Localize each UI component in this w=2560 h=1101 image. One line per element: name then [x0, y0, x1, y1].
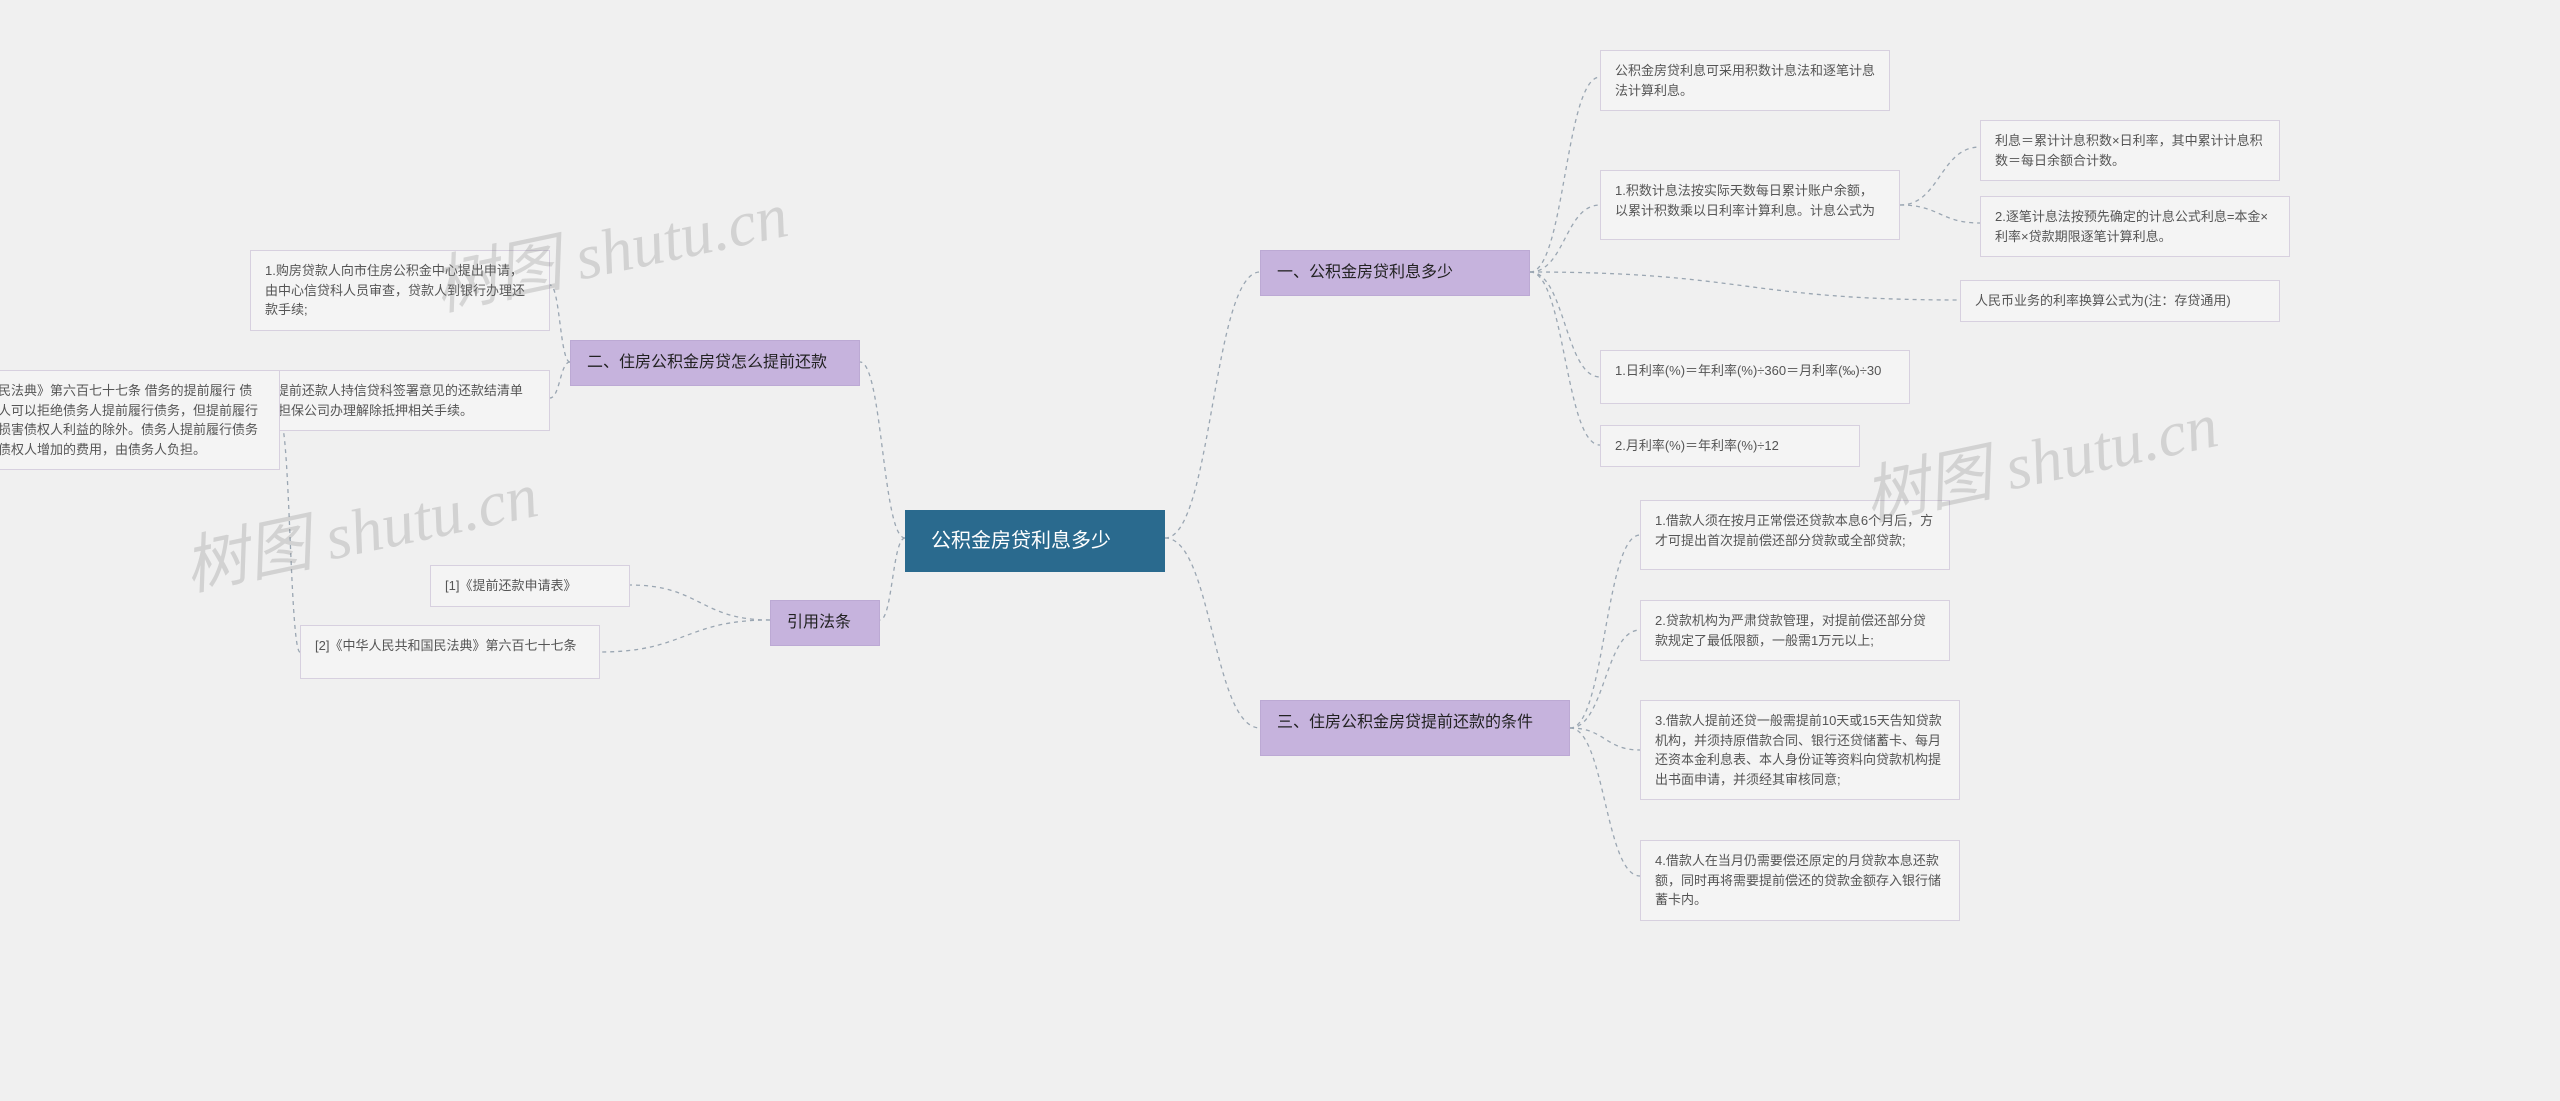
s3-d3: 3.借款人提前还贷一般需提前10天或15天告知贷款机构，并须持原借款合同、银行还…	[1640, 700, 1960, 800]
s2-l2: 3.提前还款人持信贷科签署意见的还款结清单到担保公司办理解除抵押相关手续。	[250, 370, 550, 431]
s1-c3: 人民币业务的利率换算公式为(注：存贷通用)	[1960, 280, 2280, 322]
s1-c2b: 2.逐笔计息法按预先确定的计息公式利息=本金×利率×贷款期限逐笔计算利息。	[1980, 196, 2290, 257]
s1-c2a: 利息＝累计计息积数×日利率，其中累计计息积数＝每日余额合计数。	[1980, 120, 2280, 181]
s1-c4: 1.日利率(%)＝年利率(%)÷360＝月利率(‰)÷30	[1600, 350, 1910, 404]
s2-l1: 1.购房贷款人向市住房公积金中心提出申请，由中心信贷科人员审查，贷款人到银行办理…	[250, 250, 550, 331]
section-2: 二、住房公积金房贷怎么提前还款	[570, 340, 860, 386]
root-node: 公积金房贷利息多少	[905, 510, 1165, 572]
s3-d2: 2.贷款机构为严肃贷款管理，对提前偿还部分贷款规定了最低限额，一般需1万元以上;	[1640, 600, 1950, 661]
s3-d4: 4.借款人在当月仍需要偿还原定的月贷款本息还款额，同时再将需要提前偿还的贷款金额…	[1640, 840, 1960, 921]
s1-c1: 公积金房贷利息可采用积数计息法和逐笔计息法计算利息。	[1600, 50, 1890, 111]
section-citations: 引用法条	[770, 600, 880, 646]
s1-c5: 2.月利率(%)＝年利率(%)÷12	[1600, 425, 1860, 467]
section-3: 三、住房公积金房贷提前还款的条件	[1260, 700, 1570, 756]
s1-c2: 1.积数计息法按实际天数每日累计账户余额，以累计积数乘以日利率计算利息。计息公式…	[1600, 170, 1900, 240]
cit-r1: [1]《提前还款申请表》	[430, 565, 630, 607]
cit-r2a: 《民法典》第六百七十七条 借务的提前履行 债权人可以拒绝债务人提前履行债务，但提…	[0, 370, 280, 470]
mindmap-canvas: 公积金房贷利息多少 一、公积金房贷利息多少 公积金房贷利息可采用积数计息法和逐笔…	[0, 0, 2560, 1101]
cit-r2: [2]《中华人民共和国民法典》第六百七十七条	[300, 625, 600, 679]
section-1: 一、公积金房贷利息多少	[1260, 250, 1530, 296]
s3-d1: 1.借款人须在按月正常偿还贷款本息6个月后，方才可提出首次提前偿还部分贷款或全部…	[1640, 500, 1950, 570]
